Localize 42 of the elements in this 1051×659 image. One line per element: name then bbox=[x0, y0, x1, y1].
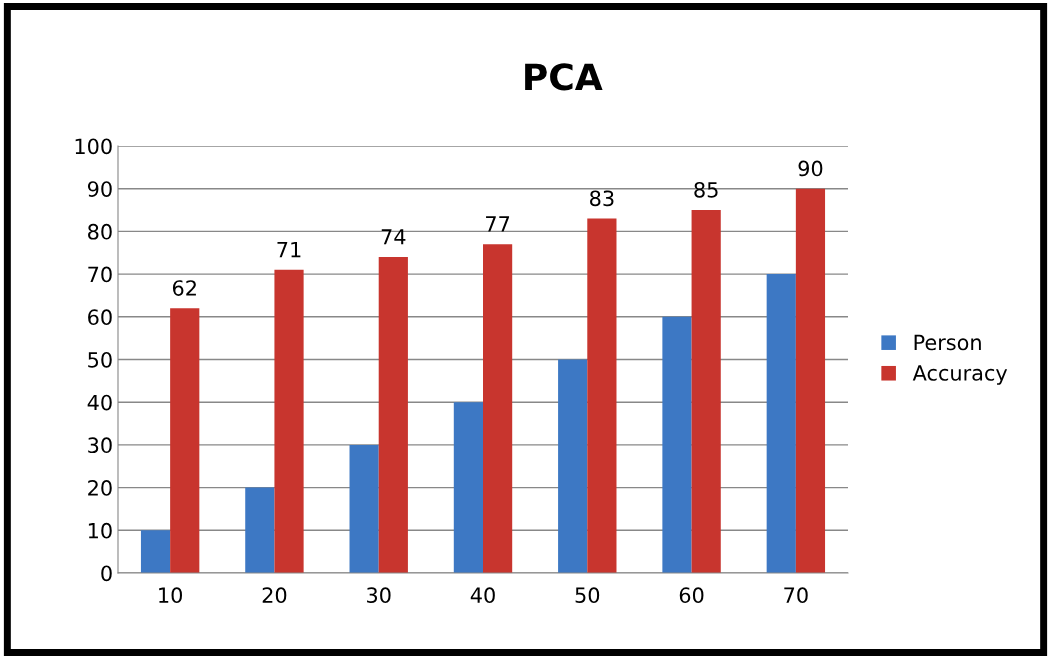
y-tick-label: 80 bbox=[88, 223, 112, 240]
bar bbox=[378, 257, 408, 573]
bar bbox=[140, 530, 171, 573]
x-tick-label: 50 bbox=[575, 587, 600, 604]
y-tick-label: 70 bbox=[88, 266, 112, 283]
y-tick-label: 60 bbox=[88, 309, 112, 326]
bar bbox=[795, 188, 826, 573]
data-label: 90 bbox=[798, 160, 823, 177]
bar bbox=[691, 210, 721, 573]
x-tick-label: 40 bbox=[470, 587, 495, 604]
bar bbox=[662, 316, 692, 573]
data-label: 62 bbox=[172, 280, 196, 296]
y-tick-label: 40 bbox=[87, 394, 112, 411]
legend-label: Person bbox=[914, 334, 981, 351]
bar bbox=[587, 218, 617, 573]
legend-label: Accuracy bbox=[912, 365, 1008, 385]
data-label: 85 bbox=[694, 181, 718, 198]
bar bbox=[245, 487, 275, 573]
bar bbox=[766, 274, 796, 573]
bar bbox=[483, 244, 513, 573]
bar bbox=[453, 402, 483, 573]
y-tick-label: 90 bbox=[87, 181, 112, 197]
chart-title: PCA bbox=[525, 63, 603, 91]
x-tick-label: 30 bbox=[367, 587, 391, 604]
data-label: 71 bbox=[277, 241, 301, 258]
y-tick-label: 10 bbox=[88, 522, 112, 539]
y-tick-label: 0 bbox=[101, 565, 112, 582]
data-label: 74 bbox=[381, 229, 406, 245]
data-label: 83 bbox=[590, 190, 614, 207]
y-tick-label: 50 bbox=[88, 351, 112, 368]
bar bbox=[558, 359, 588, 573]
bar bbox=[274, 269, 304, 573]
y-tick-label: 100 bbox=[75, 138, 112, 155]
x-tick-label: 60 bbox=[679, 587, 704, 604]
bar bbox=[170, 308, 200, 573]
x-tick-label: 10 bbox=[159, 587, 183, 604]
x-tick-label: 70 bbox=[784, 587, 808, 604]
bar bbox=[349, 444, 379, 573]
y-tick-label: 30 bbox=[88, 437, 112, 454]
y-tick-label: 20 bbox=[88, 480, 112, 496]
x-tick-label: 20 bbox=[262, 587, 287, 604]
data-label: 77 bbox=[486, 216, 510, 232]
